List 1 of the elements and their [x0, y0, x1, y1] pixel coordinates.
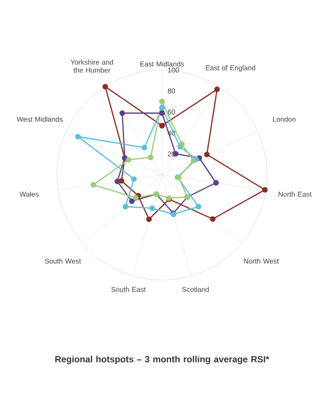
text: Regional hotspots – 3 month rolling average RSI*	[55, 356, 270, 364]
